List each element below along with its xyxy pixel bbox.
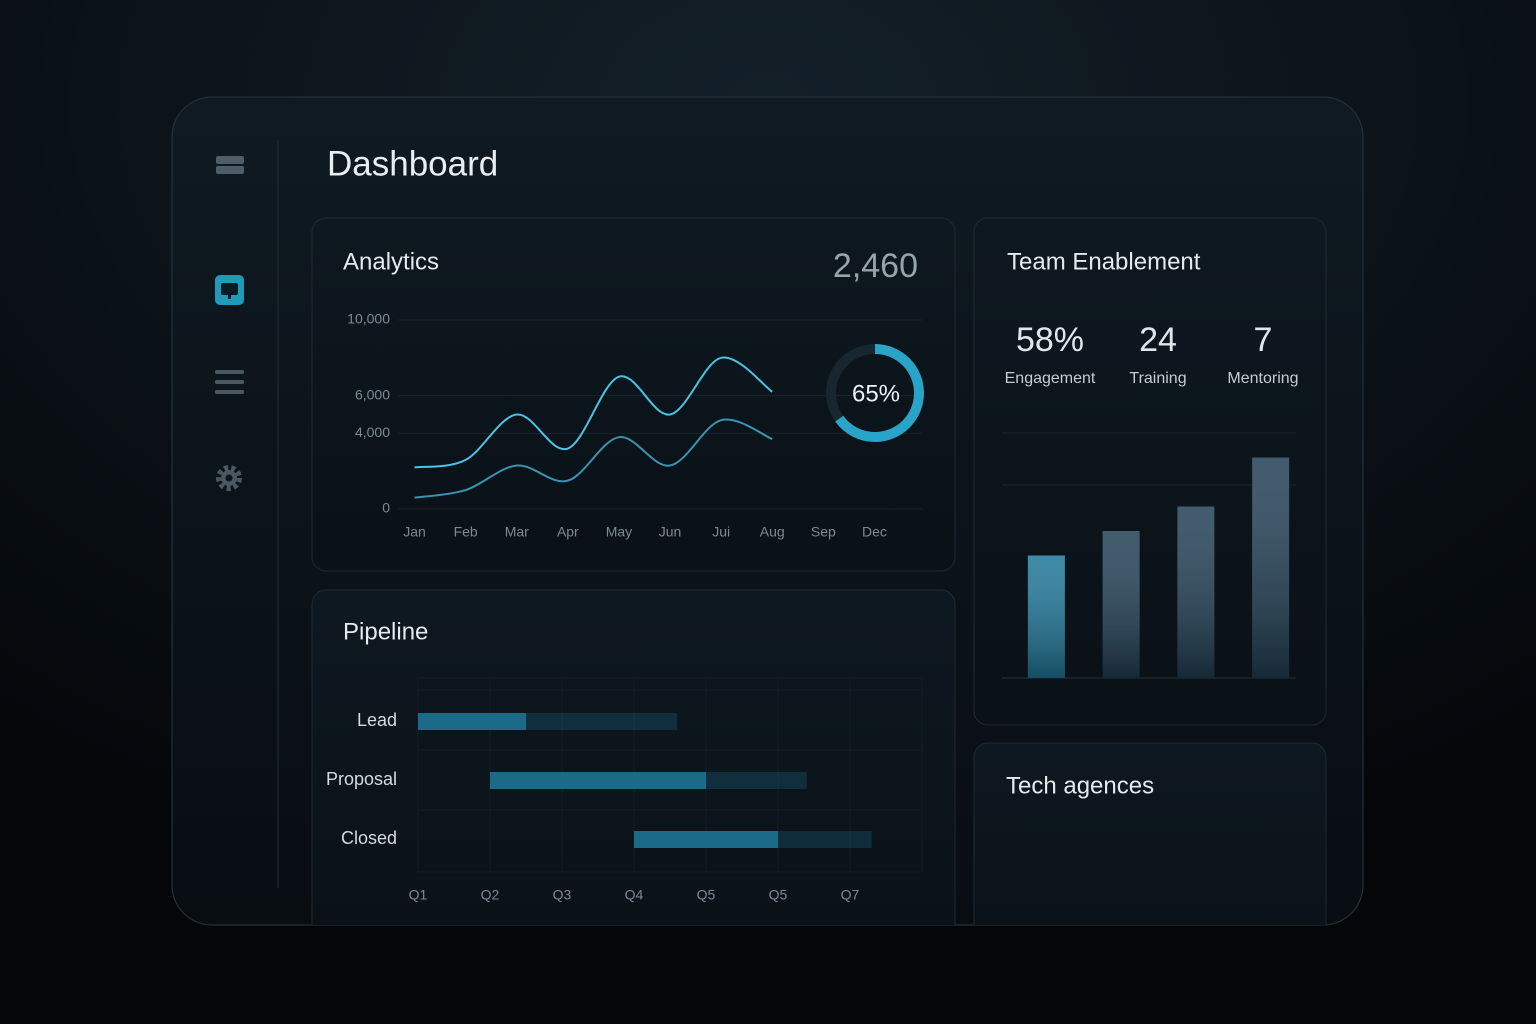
x-tick-label: Q2 [481,887,500,903]
stat-label: Engagement [1005,370,1096,387]
gauge-label: 65% [852,380,900,407]
panel-title: Tech agences [1006,772,1154,799]
y-tick-label: 4,000 [355,424,390,440]
x-tick-label: Q7 [841,887,860,903]
menu-icon[interactable] [216,156,244,174]
panel-title: Pipeline [343,618,428,645]
x-tick-label: Dec [862,524,887,540]
bar-shade [1177,506,1215,678]
gantt-remaining [778,831,872,848]
gantt-progress [634,831,778,848]
row-label: Proposal [326,769,397,789]
x-tick-label: Jan [403,524,426,540]
dashboard-nav-icon[interactable] [215,275,244,305]
chart-layer: 10,000 6,000 4,000 0 Jan Feb Mar Apr May Jun Jui Au… [326,311,1299,903]
line-series [414,418,773,499]
window-content: Dashboard Analytics 2,460 Team Enablemen… [215,140,1327,925]
stat-label: Mentoring [1227,370,1298,387]
x-tick-label: Q1 [409,887,428,903]
line-series [414,356,773,469]
x-tick-label: Jun [659,524,682,540]
x-tick-label: Sep [811,524,836,540]
gantt-progress [490,772,706,789]
y-tick-label: 6,000 [355,386,390,402]
x-tick-label: Feb [454,524,478,540]
row-label: Lead [357,710,397,730]
y-tick-label: 0 [382,500,390,516]
stat-value: 58% [1016,321,1084,359]
panel-title: Team Enablement [1007,248,1201,275]
panel-title: Analytics [343,248,439,275]
x-tick-label: Q4 [625,887,644,903]
analytics-total: 2,460 [833,247,918,285]
x-tick-label: Mar [505,524,529,540]
analytics-panel [311,217,956,572]
stat-label: Training [1129,370,1186,387]
gantt-remaining [526,713,678,730]
gauge-arc [826,344,924,442]
gantt-progress [418,713,526,730]
y-tick-label: 10,000 [347,311,390,327]
x-tick-label: Aug [760,524,785,540]
x-tick-label: Apr [557,524,579,540]
stat-value: 24 [1139,321,1177,359]
row-label: Closed [341,828,397,848]
stat-value: 7 [1254,321,1273,359]
page-title: Dashboard [327,144,498,183]
gantt-remaining [706,772,807,789]
bar-shade [1027,555,1065,678]
settings-nav-icon[interactable] [216,465,242,491]
x-tick-label: May [606,524,632,540]
x-tick-label: Jui [712,524,730,540]
list-nav-icon[interactable] [215,370,244,394]
x-tick-label: Q5 [697,887,716,903]
bar-shade [1102,531,1140,678]
tech-panel [973,742,1327,925]
bar-shade [1252,457,1290,678]
x-tick-label: Q3 [553,887,572,903]
x-tick-label: Q5 [769,887,788,903]
